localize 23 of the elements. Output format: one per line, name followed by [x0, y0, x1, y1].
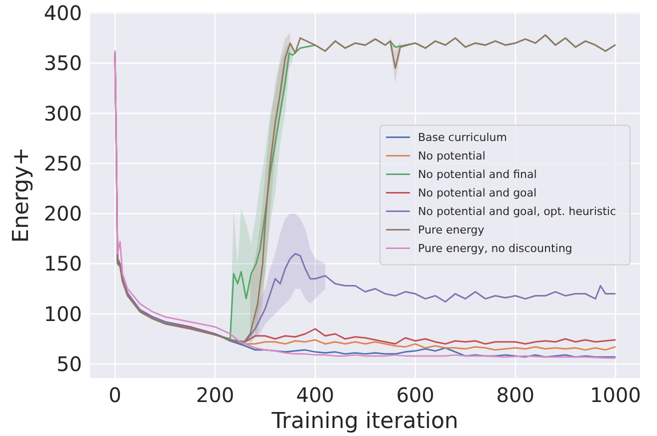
x-tick-label: 200: [196, 383, 234, 407]
y-tick-label: 350: [44, 51, 82, 76]
legend-label: No potential and goal, opt. heuristic: [418, 205, 616, 218]
legend-label: No potential and goal: [418, 186, 537, 200]
legend-label: Pure energy: [418, 224, 485, 237]
y-tick-label: 250: [44, 151, 82, 176]
y-axis-title: Energy+: [9, 147, 34, 243]
x-axis-title: Training iteration: [270, 409, 458, 434]
y-tick-label: 50: [56, 352, 82, 376]
x-tick-label: 0: [108, 383, 122, 407]
legend-label: Pure energy, no discounting: [418, 242, 572, 256]
x-tick-label: 400: [296, 383, 334, 407]
x-tick-label: 1000: [590, 383, 641, 407]
legend-label: No potential and final: [418, 168, 537, 182]
y-tick-label: 100: [44, 302, 82, 326]
legend-label: No potential: [418, 150, 486, 163]
y-tick-label: 400: [44, 1, 82, 26]
y-tick-label: 200: [44, 202, 82, 226]
x-tick-label: 600: [396, 383, 434, 407]
x-tick-label: 800: [496, 383, 534, 407]
legend-label: Base curriculum: [418, 131, 507, 144]
y-tick-label: 150: [44, 252, 82, 276]
y-tick-label: 300: [44, 101, 82, 126]
